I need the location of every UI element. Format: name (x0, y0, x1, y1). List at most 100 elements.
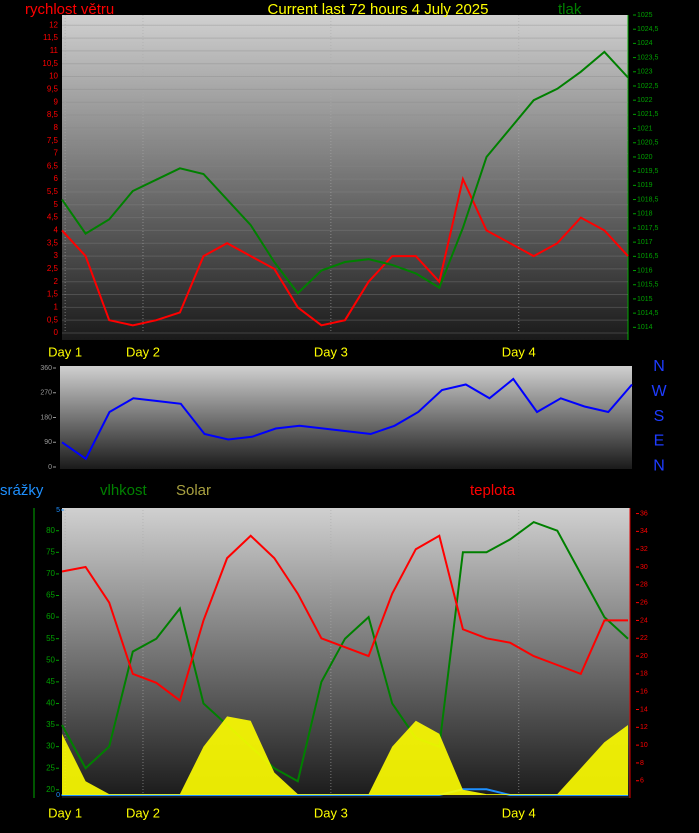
x-tick-label: Day 1 (48, 344, 82, 359)
tick-label: 1024,5 (637, 26, 659, 33)
tick-label: 0 (48, 464, 52, 471)
plot-area (62, 508, 630, 798)
tick-label: 30 (46, 742, 55, 751)
tick-label: 9,5 (47, 84, 59, 93)
tick-label: 5 (54, 200, 59, 209)
x-tick-label: Day 4 (502, 344, 536, 359)
tick-label: 1 (54, 302, 59, 311)
tick-label: 20 (46, 785, 55, 794)
compass-label: W (651, 383, 667, 400)
tick-label: 11 (50, 46, 59, 55)
tick-label: 7,5 (47, 136, 59, 145)
tick-label: 36 (640, 510, 648, 517)
tick-label: 1015 (637, 296, 653, 303)
line (61, 50, 629, 295)
legend-label: tlak (558, 1, 582, 18)
legend-label: srážky (0, 482, 44, 499)
tick-label: 10 (49, 72, 58, 81)
compass-label: S (654, 408, 665, 425)
tick-label: 32 (640, 546, 648, 553)
tick-label: 14 (640, 706, 648, 713)
tick-label: 1018 (637, 211, 653, 218)
tick-label: 1022,5 (637, 83, 659, 90)
tick-label: 1021 (637, 125, 653, 132)
tick-label: 8 (640, 760, 644, 767)
tick-label: 24 (640, 617, 648, 624)
tick-label: 9 (54, 97, 59, 106)
tick-label: 0,5 (47, 315, 59, 324)
tick-label: 3 (54, 251, 59, 260)
tick-label: 1020 (637, 154, 653, 161)
tick-label: 0 (56, 792, 60, 799)
tick-label: 2 (54, 277, 59, 286)
tick-label: 3,5 (47, 238, 59, 247)
tick-label: 2,5 (47, 264, 59, 273)
legend-label: vlhkost (100, 482, 148, 499)
tick-label: 1025 (637, 12, 653, 19)
tick-label: 10,5 (42, 59, 58, 68)
legend-label: rychlost větru (25, 1, 114, 18)
tick-label: 1014,5 (637, 310, 659, 317)
tick-label: 7 (54, 149, 59, 158)
x-tick-label: Day 2 (126, 805, 160, 820)
tick-label: 8 (54, 123, 59, 132)
tick-label: 5,5 (47, 187, 59, 196)
tick-label: 65 (46, 591, 55, 600)
tick-label: 8,5 (47, 110, 59, 119)
tick-label: 26 (640, 599, 648, 606)
tick-label: 1015,5 (637, 282, 659, 289)
tick-label: 1016,5 (637, 253, 659, 260)
tick-label: 180 (40, 414, 52, 421)
compass-label: E (654, 433, 665, 450)
legend-label: Solar (176, 482, 211, 499)
tick-label: 6 (54, 174, 59, 183)
tick-label: 12 (640, 724, 648, 731)
tick-label: 1017,5 (637, 225, 659, 232)
tick-label: 45 (46, 677, 55, 686)
tick-label: 0 (54, 328, 59, 337)
line (61, 534, 628, 703)
line (61, 176, 629, 327)
tick-label: 4 (54, 226, 59, 235)
tick-label: 1018,5 (637, 196, 659, 203)
tick-label: 1020,5 (637, 140, 659, 147)
tick-label: 1017 (637, 239, 653, 246)
tick-label: 1019,5 (637, 168, 659, 175)
plot-area (62, 15, 628, 340)
x-tick-label: Day 2 (126, 344, 160, 359)
tick-label: 1019 (637, 182, 653, 189)
compass-label: N (653, 457, 665, 474)
tick-label: 1021,5 (637, 111, 659, 118)
tick-label: 34 (640, 528, 648, 535)
tick-label: 10 (640, 742, 648, 749)
tick-label: 22 (640, 635, 648, 642)
tick-label: 60 (46, 612, 55, 621)
tick-label: 28 (640, 582, 648, 589)
tick-label: 20 (640, 653, 648, 660)
tick-label: 360 (40, 365, 52, 372)
plot-area (60, 366, 632, 469)
tick-label: 1023,5 (637, 54, 659, 61)
tick-label: 12 (49, 20, 58, 29)
tick-label: 6,5 (47, 161, 59, 170)
tick-label: 18 (640, 671, 648, 678)
compass-label: N (653, 358, 665, 375)
area (62, 716, 628, 795)
legend-label: teplota (470, 482, 516, 499)
x-tick-label: Day 1 (48, 805, 82, 820)
tick-label: 1022 (637, 97, 653, 104)
tick-label: 11,5 (43, 33, 59, 42)
tick-label: 40 (46, 699, 55, 708)
tick-label: 6 (640, 778, 644, 785)
x-tick-label: Day 4 (502, 805, 536, 820)
tick-label: 55 (46, 634, 55, 643)
tick-label: 1,5 (47, 290, 59, 299)
tick-label: 1014 (637, 324, 653, 331)
chart-title: Current last 72 hours 4 July 2025 (268, 1, 489, 18)
tick-label: 4,5 (47, 213, 59, 222)
tick-label: 35 (46, 720, 55, 729)
tick-label: 270 (40, 390, 52, 397)
tick-label: 80 (46, 526, 55, 535)
tick-label: 1023 (637, 69, 653, 76)
